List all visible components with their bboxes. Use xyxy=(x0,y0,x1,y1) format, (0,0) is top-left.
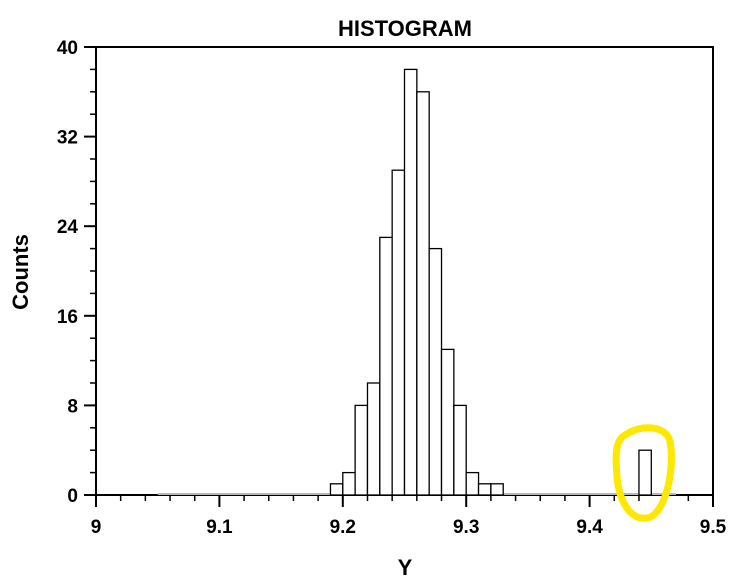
histogram-bar xyxy=(465,471,480,496)
x-tick-label: 9.4 xyxy=(576,517,603,538)
histogram-bar xyxy=(329,483,344,496)
histogram-bar xyxy=(403,68,418,496)
y-tick-label: 16 xyxy=(57,307,78,328)
y-tick-label: 32 xyxy=(57,128,78,149)
x-tick-label: 9.5 xyxy=(700,517,727,538)
histogram-bar xyxy=(638,449,652,496)
x-tick-label: 9.3 xyxy=(453,517,479,538)
histogram-bar xyxy=(342,471,356,496)
highlight-circle xyxy=(612,424,675,522)
y-axis-label: Counts xyxy=(8,234,33,310)
histogram-bar xyxy=(440,348,455,496)
histogram-bar xyxy=(477,483,492,496)
y-tick-label: 40 xyxy=(57,38,78,59)
histogram-bar xyxy=(416,91,430,496)
histogram-bar xyxy=(391,169,406,496)
x-tick-label: 9.2 xyxy=(330,517,356,538)
tick-labels-group: 9 9.1 9.2 9.3 9.4 9.5 0 8 16 24 32 40 xyxy=(57,38,727,538)
y-tick-label: 0 xyxy=(67,486,78,507)
bars-group xyxy=(157,68,676,496)
y-tick-label: 24 xyxy=(57,217,79,238)
histogram-bar xyxy=(490,483,504,496)
y-tick-label: 8 xyxy=(67,396,78,417)
histogram-bar xyxy=(453,404,467,496)
annotations-group xyxy=(612,424,675,522)
x-axis-label: Y xyxy=(398,555,413,580)
histogram-bar xyxy=(428,247,443,496)
chart-title: HISTOGRAM xyxy=(338,16,472,41)
histogram-bar xyxy=(354,404,369,496)
x-tick-label: 9 xyxy=(91,517,102,538)
ticks-group xyxy=(84,46,714,507)
histogram-bar xyxy=(366,382,381,496)
x-tick-label: 9.1 xyxy=(206,517,233,538)
histogram-bar xyxy=(379,236,393,496)
